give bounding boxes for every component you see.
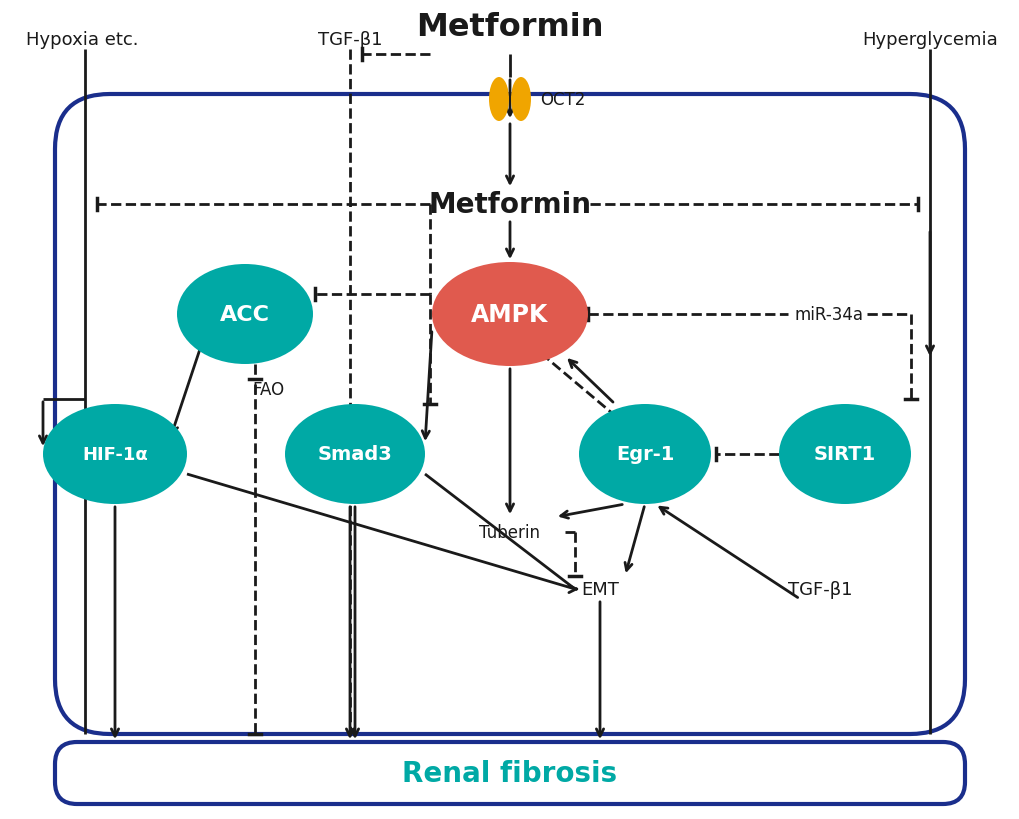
Ellipse shape bbox=[511, 78, 531, 122]
Text: Hypoxia etc.: Hypoxia etc. bbox=[25, 31, 139, 49]
Text: TGF-β1: TGF-β1 bbox=[318, 31, 382, 49]
Ellipse shape bbox=[177, 265, 313, 364]
Ellipse shape bbox=[284, 405, 425, 505]
Text: miR-34a: miR-34a bbox=[794, 305, 863, 324]
Text: Renal fibrosis: Renal fibrosis bbox=[403, 759, 616, 787]
Text: EMT: EMT bbox=[581, 581, 619, 598]
Ellipse shape bbox=[488, 78, 508, 122]
Ellipse shape bbox=[432, 263, 587, 367]
Text: OCT2: OCT2 bbox=[539, 91, 585, 109]
Text: FAO: FAO bbox=[252, 381, 284, 399]
Text: Egr-1: Egr-1 bbox=[615, 445, 674, 464]
Text: SIRT1: SIRT1 bbox=[813, 445, 875, 464]
Ellipse shape bbox=[43, 405, 186, 505]
Text: HIF-1α: HIF-1α bbox=[83, 446, 148, 464]
FancyBboxPatch shape bbox=[55, 742, 964, 804]
Ellipse shape bbox=[579, 405, 710, 505]
Text: Tuberin: Tuberin bbox=[479, 523, 540, 541]
Text: Smad3: Smad3 bbox=[317, 445, 392, 464]
Text: Hyperglycemia: Hyperglycemia bbox=[861, 31, 997, 49]
Text: TGF-β1: TGF-β1 bbox=[787, 581, 852, 598]
Ellipse shape bbox=[779, 405, 910, 505]
Text: Metformin: Metformin bbox=[416, 12, 603, 43]
FancyBboxPatch shape bbox=[55, 95, 964, 734]
Text: ACC: ACC bbox=[220, 305, 270, 324]
Text: AMPK: AMPK bbox=[471, 303, 548, 327]
Text: Metformin: Metformin bbox=[428, 191, 591, 219]
